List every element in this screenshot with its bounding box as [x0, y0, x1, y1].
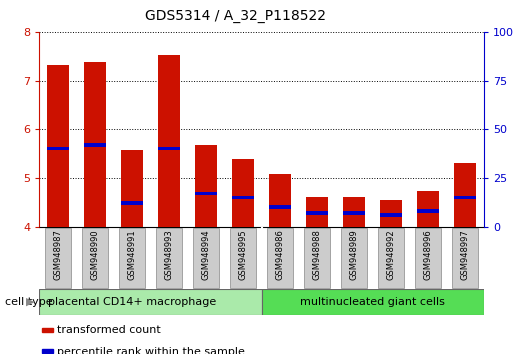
FancyBboxPatch shape	[39, 289, 262, 315]
FancyBboxPatch shape	[341, 228, 367, 288]
Bar	[195, 192, 217, 195]
Text: ▶: ▶	[26, 297, 34, 307]
Text: transformed count: transformed count	[56, 325, 161, 336]
Bar	[269, 205, 291, 209]
Bar	[42, 349, 52, 353]
Text: GSM948986: GSM948986	[276, 229, 285, 280]
Bar	[84, 62, 106, 227]
Text: GSM948995: GSM948995	[238, 229, 247, 280]
Bar	[343, 211, 365, 215]
Bar	[121, 201, 143, 205]
Text: GSM948990: GSM948990	[90, 229, 99, 280]
Text: GSM948988: GSM948988	[313, 229, 322, 280]
Bar	[454, 196, 476, 199]
FancyBboxPatch shape	[193, 228, 219, 288]
Text: GSM948989: GSM948989	[349, 229, 359, 280]
FancyBboxPatch shape	[378, 228, 404, 288]
FancyBboxPatch shape	[304, 228, 330, 288]
Bar	[417, 209, 439, 213]
Bar	[269, 175, 291, 227]
FancyBboxPatch shape	[119, 228, 145, 288]
Bar	[417, 191, 439, 227]
Bar	[84, 143, 106, 147]
FancyBboxPatch shape	[230, 228, 256, 288]
Bar	[47, 65, 69, 227]
FancyBboxPatch shape	[262, 289, 484, 315]
FancyBboxPatch shape	[156, 228, 182, 288]
Text: GSM948987: GSM948987	[53, 229, 62, 280]
Bar	[232, 159, 254, 227]
Text: GSM948993: GSM948993	[164, 229, 174, 280]
Text: GDS5314 / A_32_P118522: GDS5314 / A_32_P118522	[145, 9, 326, 23]
Bar	[380, 213, 402, 217]
Text: GSM948994: GSM948994	[201, 229, 210, 280]
Bar	[158, 147, 180, 150]
Text: GSM948996: GSM948996	[424, 229, 433, 280]
FancyBboxPatch shape	[45, 228, 71, 288]
Text: multinucleated giant cells: multinucleated giant cells	[300, 297, 445, 307]
FancyBboxPatch shape	[452, 228, 478, 288]
Bar	[195, 145, 217, 227]
Bar	[343, 198, 365, 227]
Text: placental CD14+ macrophage: placental CD14+ macrophage	[48, 297, 216, 307]
Text: GSM948997: GSM948997	[461, 229, 470, 280]
Text: percentile rank within the sample: percentile rank within the sample	[56, 347, 244, 354]
Bar	[454, 163, 476, 227]
Text: GSM948991: GSM948991	[127, 229, 137, 280]
Text: cell type: cell type	[5, 297, 53, 307]
FancyBboxPatch shape	[415, 228, 441, 288]
Bar	[232, 196, 254, 199]
Text: GSM948992: GSM948992	[386, 229, 396, 280]
Bar	[380, 200, 402, 227]
Bar	[42, 328, 52, 332]
Bar	[158, 55, 180, 227]
FancyBboxPatch shape	[267, 228, 293, 288]
FancyBboxPatch shape	[82, 228, 108, 288]
Bar	[306, 211, 328, 215]
Bar	[47, 147, 69, 150]
Bar	[121, 150, 143, 227]
Bar	[306, 198, 328, 227]
